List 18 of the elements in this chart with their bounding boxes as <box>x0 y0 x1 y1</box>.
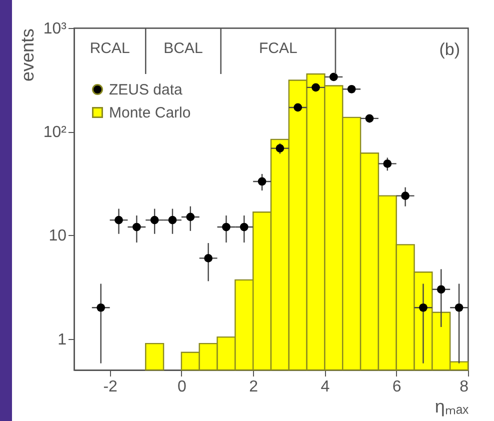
y-tick-label: 10² <box>43 124 68 142</box>
annotation: (b) <box>439 40 460 59</box>
legend-label: Monte Carlo <box>109 104 191 122</box>
y-tick-label: 10 <box>48 228 67 245</box>
annotation: FCAL <box>258 40 298 57</box>
annotation: BCAL <box>164 40 203 57</box>
y-tick-label: 1 <box>58 331 67 348</box>
x-tick-label: 4 <box>320 378 330 396</box>
x-tick-label: 2 <box>249 378 258 396</box>
y-tick-label: 10³ <box>43 20 68 38</box>
legend-label: ZEUS data <box>109 82 184 98</box>
x-axis-title: ηₘₐₓ <box>434 396 469 416</box>
x-tick-label: 8 <box>460 378 469 396</box>
annotation: RCAL <box>90 40 130 57</box>
x-tick-label: -2 <box>103 378 118 396</box>
x-tick-label: 0 <box>178 378 186 396</box>
x-tick-label: 6 <box>392 378 402 396</box>
y-axis-title: events <box>17 28 38 82</box>
